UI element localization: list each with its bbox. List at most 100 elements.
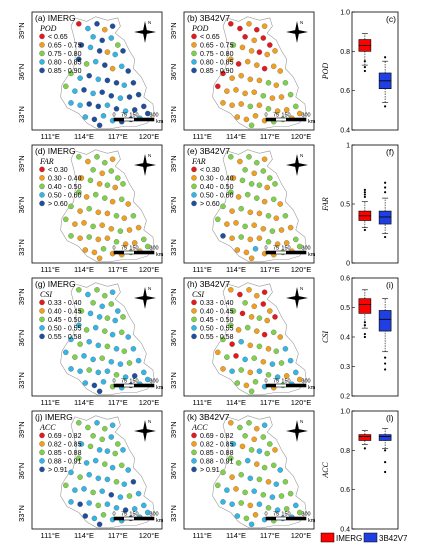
station-dot	[77, 102, 83, 108]
scale-bar-segment	[114, 384, 124, 387]
station-dot	[278, 493, 285, 499]
station-dot	[130, 80, 137, 86]
station-dot	[238, 367, 244, 373]
scale-bar-segment	[134, 118, 154, 121]
legend-class-label: 0.45 - 0.50	[200, 317, 234, 324]
y-tick-label: 0	[346, 261, 350, 268]
station-dot	[109, 156, 116, 162]
scale-bar-segment	[286, 251, 306, 254]
station-dot	[293, 103, 299, 110]
station-dot	[90, 90, 96, 97]
station-dot	[130, 479, 137, 485]
station-dot	[272, 48, 278, 54]
box-3b42v7	[378, 434, 392, 441]
scale-bar-segment	[114, 251, 124, 254]
station-dot	[94, 287, 100, 293]
station-dot	[228, 455, 234, 461]
boxplot-panel-label: (c)	[386, 14, 396, 24]
boxplot-panel-label: (i)	[386, 280, 394, 290]
box-outlier	[363, 228, 366, 232]
box-imerg	[358, 434, 372, 441]
station-dot	[270, 329, 277, 336]
station-dot	[296, 243, 303, 250]
station-dot	[234, 513, 241, 519]
station-dot	[81, 353, 87, 359]
lon-tick-label: 111°E	[40, 265, 59, 274]
station-dot	[246, 287, 252, 293]
station-dot	[117, 494, 124, 500]
station-dot	[96, 314, 103, 320]
station-dot	[118, 63, 125, 70]
boxplot-frame	[351, 277, 399, 397]
legend-class-label: < 0.30	[48, 167, 68, 174]
station-dot	[102, 26, 108, 33]
station-dot	[228, 154, 234, 160]
lat-tick-label: 36°N	[17, 197, 26, 214]
station-dot	[282, 213, 289, 219]
station-dot	[108, 359, 115, 365]
panel-title: (h) 3B42V7	[187, 279, 230, 289]
station-dot	[239, 177, 246, 184]
lat-tick-label: 36°N	[169, 330, 178, 347]
station-dot	[108, 434, 115, 440]
station-dot	[96, 447, 103, 453]
scale-bar-tick: 0	[264, 246, 267, 252]
station-dot	[91, 382, 98, 389]
scale-bar-segment	[266, 517, 276, 520]
station-dot	[238, 500, 244, 506]
station-dot	[125, 334, 131, 340]
scale-bar-segment	[286, 517, 306, 520]
station-dot	[248, 255, 255, 262]
legend-label: 3B42V7	[379, 534, 408, 543]
boxplot-panel-f: (f) 0 0.5 1 FAR	[321, 143, 399, 268]
station-dot	[248, 521, 255, 528]
legend-swatch	[39, 175, 45, 181]
legend-class-label: 0.45 - 0.50	[48, 317, 82, 324]
y-tick-label: 0.3	[340, 364, 350, 371]
station-dot	[112, 51, 118, 58]
station-dot	[274, 108, 281, 114]
station-dot	[112, 450, 118, 457]
y-axis-label: FAR	[321, 197, 330, 212]
station-dot	[234, 247, 241, 253]
y-tick-label: 0.4	[340, 335, 350, 342]
station-dot	[108, 226, 115, 232]
lon-tick-label: 117°E	[108, 132, 128, 141]
station-dot	[78, 42, 85, 48]
legend-class-label: 0.55 - 0.58	[200, 334, 234, 341]
scale-bar-tick: 75	[273, 512, 279, 518]
station-dot	[215, 216, 221, 223]
legend-swatch	[191, 466, 197, 473]
station-dot	[296, 376, 303, 383]
legend-swatch	[191, 33, 197, 40]
legend-swatch	[191, 299, 197, 306]
boxplot-panel-c: (c) 0.4 0.6 0.8 1.0 POD	[321, 10, 399, 135]
legend-swatch	[39, 166, 45, 173]
lat-tick-label: 36°N	[17, 330, 26, 347]
station-dot	[99, 170, 105, 177]
station-dot	[90, 356, 96, 363]
station-dot	[92, 324, 99, 331]
station-dot	[287, 357, 294, 364]
station-dot	[144, 243, 151, 250]
station-dot	[251, 436, 257, 443]
station-dot	[102, 195, 108, 201]
box-outlier	[384, 105, 387, 108]
station-dot	[224, 221, 230, 227]
station-dot	[76, 154, 82, 160]
station-dot	[270, 196, 277, 203]
scale-bar-tick: 300	[149, 512, 158, 518]
y-tick-label: 0.4	[340, 527, 350, 534]
station-dot	[63, 83, 69, 90]
y-tick-label: 1.0	[340, 409, 350, 416]
station-dot	[230, 308, 237, 314]
scale-bar-tick: 75	[273, 379, 279, 385]
station-dot	[113, 372, 120, 378]
legend-class-label: < 0.30	[200, 167, 220, 174]
station-dot	[220, 499, 226, 505]
box-outlier	[363, 321, 366, 324]
station-dot	[274, 507, 281, 513]
station-dot	[83, 61, 90, 67]
